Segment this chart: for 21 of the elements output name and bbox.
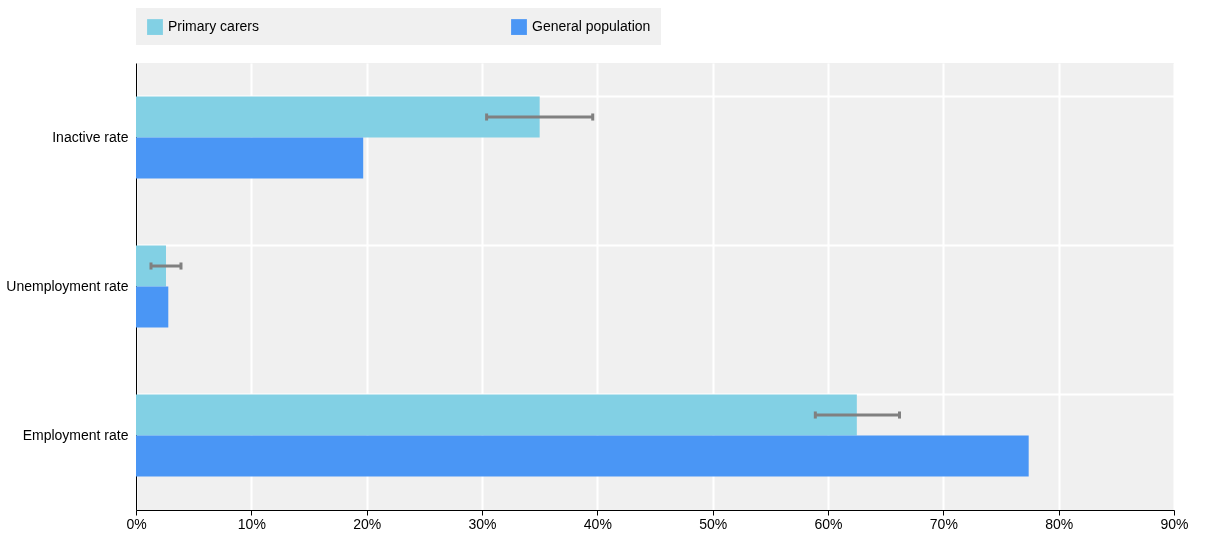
bar <box>136 286 169 328</box>
bar <box>136 435 1029 477</box>
bar <box>136 394 857 436</box>
x-tick-label: 60% <box>814 515 843 532</box>
y-tick-label: Unemployment rate <box>6 277 129 294</box>
x-tick-label: 80% <box>1045 515 1074 532</box>
x-tick-label: 20% <box>353 515 382 532</box>
x-tick-label: 50% <box>699 515 728 532</box>
y-tick-label: Inactive rate <box>52 128 129 145</box>
bar <box>136 137 364 179</box>
bar <box>136 96 540 138</box>
x-tick-label: 70% <box>929 515 958 532</box>
y-tick-label: Employment rate <box>22 426 129 443</box>
x-tick-label: 40% <box>583 515 612 532</box>
x-tick-label: 0% <box>126 515 147 532</box>
legend-label: Primary carers <box>168 18 260 35</box>
x-tick-label: 30% <box>468 515 497 532</box>
bar <box>136 245 166 287</box>
x-tick-label: 10% <box>237 515 266 532</box>
legend-label: General population <box>532 18 651 35</box>
x-tick-label: 90% <box>1160 515 1189 532</box>
